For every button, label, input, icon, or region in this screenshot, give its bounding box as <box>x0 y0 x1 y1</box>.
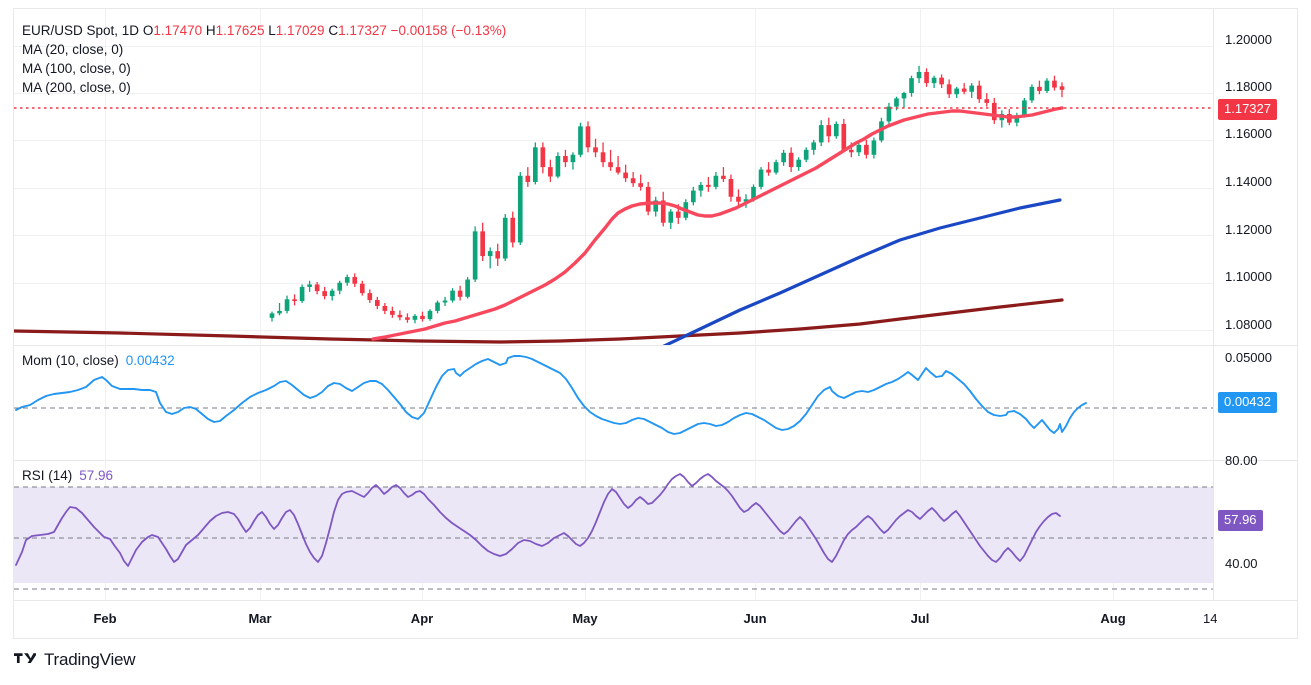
ma100-legend[interactable]: MA (100, close, 0) <box>22 61 131 76</box>
rsi-value: 57.96 <box>79 468 114 483</box>
close-label: C <box>328 23 339 38</box>
close-value: 1.17327 <box>338 23 387 38</box>
y-tick-momentum-0-05000: 0.05000 <box>1225 350 1272 365</box>
price-gridlines <box>14 46 1213 331</box>
y-tick-rsi-80: 80.00 <box>1225 453 1258 468</box>
y-tick-rsi-40: 40.00 <box>1225 556 1258 571</box>
y-tick-1-12000: 1.12000 <box>1225 222 1272 237</box>
rsi-title: RSI (14) <box>22 468 73 483</box>
tradingview-logo-icon <box>14 653 36 664</box>
x-tick-may: May <box>572 611 598 626</box>
x-tick-feb: Feb <box>93 611 117 626</box>
momentum-line <box>15 355 1087 435</box>
high-value: 1.17625 <box>215 23 265 38</box>
momentum-title: Mom (10, close) <box>22 353 119 368</box>
ma20-line <box>371 106 1064 341</box>
pane-separator-price-momentum <box>13 345 1298 346</box>
rsi-legend[interactable]: RSI (14) 57.96 <box>22 467 113 484</box>
rsi-pane <box>14 473 1213 590</box>
change-value: −0.00158 (−0.13%) <box>390 23 507 38</box>
y-tick-1-18000: 1.18000 <box>1225 79 1272 94</box>
pane-separator-time-axis <box>13 600 1298 601</box>
momentum-legend[interactable]: Mom (10, close) 0.00432 <box>22 352 175 369</box>
chart-border-top <box>13 8 1298 9</box>
y-tick-1-20000: 1.20000 <box>1225 32 1272 47</box>
x-tick-jul: Jul <box>910 611 930 626</box>
x-tick-apr: Apr <box>410 611 434 626</box>
ma200-legend[interactable]: MA (200, close, 0) <box>22 80 131 95</box>
tradingview-brand-label: TradingView <box>44 650 136 669</box>
low-label: L <box>268 23 276 38</box>
chart-border-left <box>13 8 14 638</box>
symbol-title: EUR/USD Spot, 1D <box>22 23 140 38</box>
momentum-badge[interactable]: 0.00432 <box>1218 392 1277 413</box>
tradingview-attribution[interactable]: TradingView <box>14 650 136 670</box>
chart-border-right <box>1297 8 1298 638</box>
y-tick-1-16000: 1.16000 <box>1225 126 1272 141</box>
momentum-value: 0.00432 <box>125 353 175 368</box>
pane-separator-momentum-rsi <box>13 460 1298 461</box>
ma100-line <box>662 198 1062 345</box>
open-value: 1.17470 <box>153 23 203 38</box>
y-tick-1-08000: 1.08000 <box>1225 317 1272 332</box>
price-badge[interactable]: 1.17327 <box>1218 99 1277 120</box>
y-tick-1-14000: 1.14000 <box>1225 174 1272 189</box>
x-tick-aug: Aug <box>1100 611 1126 626</box>
momentum-pane <box>14 355 1213 435</box>
x-tick-jun: Jun <box>743 611 767 626</box>
chart-border-bottom <box>13 638 1298 639</box>
open-label: O <box>142 23 154 38</box>
x-tick-14-clipped: 14 <box>1203 611 1217 626</box>
rsi-band <box>14 487 1213 583</box>
high-label: H <box>205 23 216 38</box>
low-value: 1.17029 <box>275 23 325 38</box>
ma200-line <box>14 298 1064 344</box>
candlestick-series <box>269 65 1065 324</box>
ma20-legend[interactable]: MA (20, close, 0) <box>22 42 124 57</box>
rsi-badge[interactable]: 57.96 <box>1218 510 1263 531</box>
y-tick-1-10000: 1.10000 <box>1225 269 1272 284</box>
symbol-ohlc-legend[interactable]: EUR/USD Spot, 1D O1.17470 H1.17625 L1.17… <box>22 22 506 39</box>
rsi-line <box>15 473 1061 567</box>
x-tick-mar: Mar <box>248 611 272 626</box>
price-scale-divider <box>1213 8 1214 600</box>
